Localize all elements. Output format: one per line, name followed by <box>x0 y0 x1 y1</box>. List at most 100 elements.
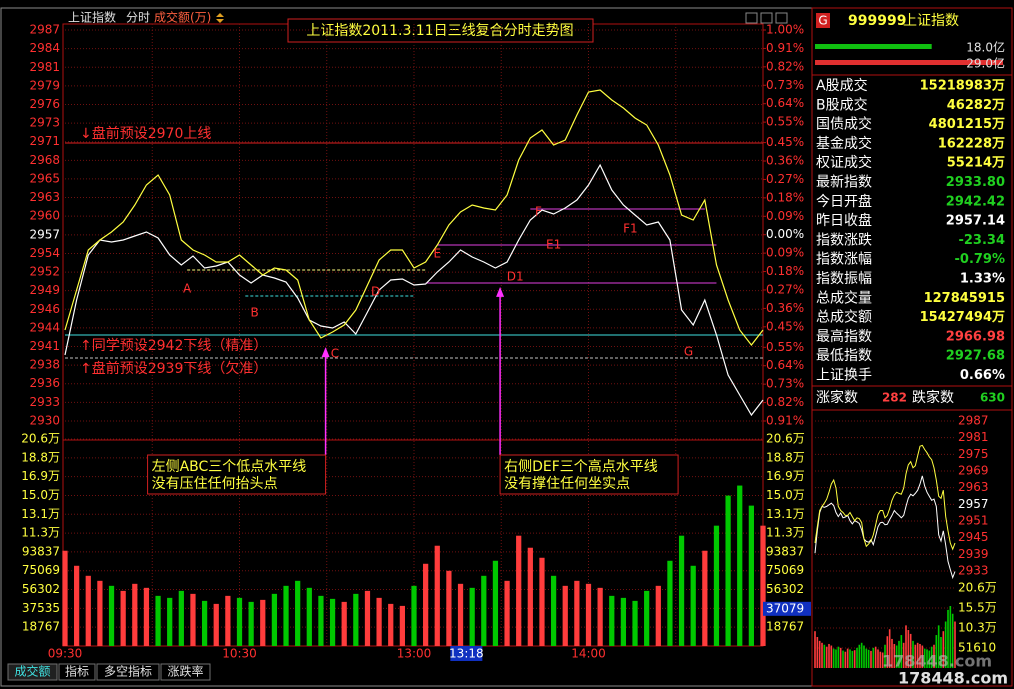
volume-bar <box>737 485 743 646</box>
point-label: D <box>371 284 380 298</box>
quote-label: 国债成交 <box>816 116 872 133</box>
quote-value: 127845915 <box>924 291 1005 306</box>
mini-volume-bar <box>860 642 863 668</box>
y-tick-label: 2971 <box>29 134 60 148</box>
volume-bar <box>108 585 115 646</box>
y2-tick-label: 16.9万 <box>766 469 805 483</box>
y2-tick-label: 0.18% <box>766 190 804 204</box>
mini-volume-bar <box>935 635 938 668</box>
mini-volume-bar <box>944 621 947 668</box>
quote-value: 2966.98 <box>946 329 1005 344</box>
volume-bar <box>423 563 429 646</box>
mini-volume-bar <box>849 649 851 668</box>
quote-value: 2942.42 <box>946 194 1005 209</box>
quote-value: 55214万 <box>947 156 1005 171</box>
mini-volume-bar <box>951 613 954 668</box>
window-buttons <box>745 12 788 24</box>
price-line <box>64 89 764 346</box>
mini-v-tick-label: 20.6万 <box>958 581 997 595</box>
amount-bar <box>815 44 932 49</box>
volume-bar <box>702 550 708 646</box>
y2-tick-label: 0.18% <box>766 264 804 278</box>
volume-bar <box>492 560 499 646</box>
quote-value: 2933.80 <box>946 175 1005 190</box>
mini-volume-bar <box>853 650 856 668</box>
y-tick-label: 18.8万 <box>21 450 60 464</box>
mini-volume-bar <box>881 652 884 668</box>
toolbar-item[interactable]: 成交额(万) <box>154 10 211 25</box>
mini-volume-bar <box>954 621 956 668</box>
tab-label[interactable]: 涨跌率 <box>167 664 203 679</box>
mini-price-line <box>814 444 956 551</box>
mini-volume-bar <box>940 636 942 668</box>
mini-volume-bar <box>888 629 891 668</box>
mini-volume-bar <box>837 646 840 668</box>
mini-y-tick-label: 2933 <box>958 564 989 578</box>
volume-bar <box>283 585 289 646</box>
volume-bar <box>341 601 347 646</box>
tab-label[interactable]: 指标 <box>65 664 89 679</box>
y2-tick-label: 0.36% <box>766 301 804 315</box>
mini-volume-bar <box>858 644 861 668</box>
quote-value: 2957.14 <box>946 214 1005 229</box>
volume-bar <box>481 575 487 646</box>
quote-label: 最高指数 <box>816 328 872 345</box>
x-tick-label: 14:00 <box>571 647 606 661</box>
y2-tick-label: 0.55% <box>766 115 804 129</box>
watermark: 178448.com <box>898 669 1008 688</box>
volume-bar <box>527 547 533 646</box>
quote-value: 15218983万 <box>920 79 1005 94</box>
volume-bar <box>516 535 522 646</box>
toolbar-item[interactable]: 分时 <box>126 11 150 25</box>
toolbar-item[interactable]: 上证指数 <box>68 10 116 25</box>
cursor-time-box <box>450 646 483 661</box>
tab[interactable] <box>160 663 211 681</box>
y-tick-label: 2941 <box>29 339 60 353</box>
y2-tick-label: 18767 <box>766 620 804 634</box>
window-button[interactable] <box>775 12 788 24</box>
level-label: ↑同学预设2942下线（精准） <box>80 338 267 354</box>
mini-volume-bar <box>814 631 816 668</box>
mini-volume-bar <box>905 625 907 668</box>
tab-label[interactable]: 多空指标 <box>104 664 152 679</box>
quote-value: 4801215万 <box>929 117 1005 132</box>
y-tick-label: 75069 <box>22 563 60 577</box>
code-tag: G <box>818 14 827 28</box>
mini-volume-bar <box>933 644 935 668</box>
volume-bar <box>399 605 405 646</box>
volume-bar <box>760 525 766 646</box>
tab[interactable] <box>7 663 58 681</box>
y-tick-label: 2957 <box>29 227 60 241</box>
y2-tick-label: 13.1万 <box>766 507 805 521</box>
tab[interactable] <box>96 663 160 681</box>
tab[interactable] <box>58 663 96 681</box>
y2-tick-label: 75069 <box>766 563 804 577</box>
window-button[interactable] <box>760 12 773 24</box>
mini-volume-bar <box>886 636 889 668</box>
y-tick-label: 2965 <box>29 171 60 185</box>
name: 上证指数 <box>903 13 959 29</box>
window-button[interactable] <box>745 12 758 24</box>
y-tick-label: 20.6万 <box>21 432 60 446</box>
volume-bar <box>260 599 266 646</box>
volume-bar <box>97 580 103 646</box>
volume-bar <box>201 600 208 646</box>
quote-label: 最低指数 <box>816 348 872 364</box>
note-arrowhead <box>496 286 505 297</box>
mini-volume-bar <box>851 650 854 668</box>
code: 999999 <box>848 13 906 29</box>
tab-label[interactable]: 成交额 <box>14 664 50 679</box>
toolbar-icon[interactable] <box>216 13 224 23</box>
y-tick-label: 2976 <box>29 97 60 111</box>
volume-bar <box>562 585 568 646</box>
point-label: D1 <box>507 269 524 283</box>
mini-volume-bar <box>902 642 905 668</box>
mini-volume-bar <box>870 650 872 668</box>
quote-label: A股成交 <box>816 77 868 94</box>
volume-bar <box>190 593 196 646</box>
y-tick-label: 2968 <box>29 153 60 167</box>
y-tick-label: 2960 <box>29 209 60 223</box>
y2-tick-label: 0.00% <box>766 227 804 241</box>
y2-tick-label: 18.8万 <box>766 450 805 464</box>
